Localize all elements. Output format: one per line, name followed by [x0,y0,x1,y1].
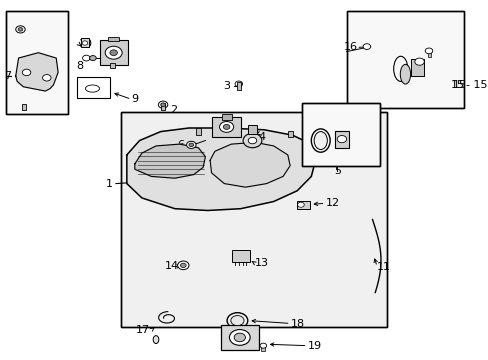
Text: 15: 15 [450,80,464,90]
Circle shape [188,143,193,147]
Circle shape [18,28,23,31]
Text: 2: 2 [170,105,177,115]
Bar [161,103,165,110]
Circle shape [248,137,256,144]
Circle shape [105,46,122,59]
Bar [121,112,386,327]
Text: 6: 6 [177,140,184,150]
Circle shape [82,55,90,61]
Bar [287,131,292,137]
Bar [247,125,257,134]
Bar [6,12,67,114]
Bar [301,103,379,166]
Polygon shape [126,128,315,211]
Text: 16: 16 [343,42,357,52]
Text: 14: 14 [164,261,178,271]
Circle shape [16,26,25,33]
Circle shape [337,135,346,143]
Text: 10: 10 [78,39,92,49]
Circle shape [180,263,186,267]
Bar [222,114,232,120]
Circle shape [243,134,262,148]
Bar [121,112,386,327]
Bar [427,50,430,57]
Text: 13: 13 [254,258,268,268]
Bar [237,82,240,90]
Text: 12: 12 [325,198,339,208]
Circle shape [186,141,196,148]
Bar [196,128,200,135]
Bar [346,12,463,108]
Bar [334,131,348,148]
Circle shape [161,103,165,107]
Circle shape [260,343,266,348]
Bar [110,63,115,68]
Circle shape [297,202,304,207]
Text: 11: 11 [376,262,390,272]
Bar [77,77,110,98]
Bar [232,250,250,262]
Bar [6,12,67,114]
Bar [346,12,463,108]
FancyBboxPatch shape [212,117,240,137]
Circle shape [235,81,242,87]
Text: - 15: - 15 [465,80,486,90]
Text: 4: 4 [258,132,265,142]
Circle shape [22,69,31,76]
Text: 15: 15 [452,80,466,90]
Bar [100,40,127,65]
Circle shape [230,316,244,325]
Ellipse shape [313,132,326,149]
Bar [22,104,25,110]
Circle shape [414,58,424,65]
Text: 18: 18 [290,319,304,329]
Polygon shape [16,53,58,91]
Polygon shape [135,144,205,178]
Bar [81,39,89,47]
Circle shape [177,261,188,270]
Polygon shape [210,142,289,187]
Circle shape [110,50,117,55]
Circle shape [158,101,167,108]
Circle shape [425,48,432,54]
Circle shape [234,333,245,342]
Circle shape [82,41,87,45]
Text: 7: 7 [108,49,115,59]
Text: 3: 3 [223,81,230,91]
Text: 19: 19 [307,341,321,351]
Bar [261,345,264,351]
Bar [108,37,119,41]
Circle shape [229,329,250,345]
Text: 8: 8 [76,61,83,71]
Circle shape [219,122,233,132]
Circle shape [223,125,229,130]
Text: 7: 7 [4,71,12,81]
Text: 5: 5 [333,166,340,176]
Circle shape [42,75,51,81]
Bar [410,59,424,76]
Text: 17: 17 [136,325,150,335]
Text: 9: 9 [131,94,139,104]
Bar [301,103,379,166]
Circle shape [89,55,96,60]
Circle shape [363,44,370,49]
Text: 1: 1 [105,179,112,189]
Bar [297,201,310,209]
Ellipse shape [400,64,410,84]
Bar [221,324,258,350]
Ellipse shape [153,336,159,343]
